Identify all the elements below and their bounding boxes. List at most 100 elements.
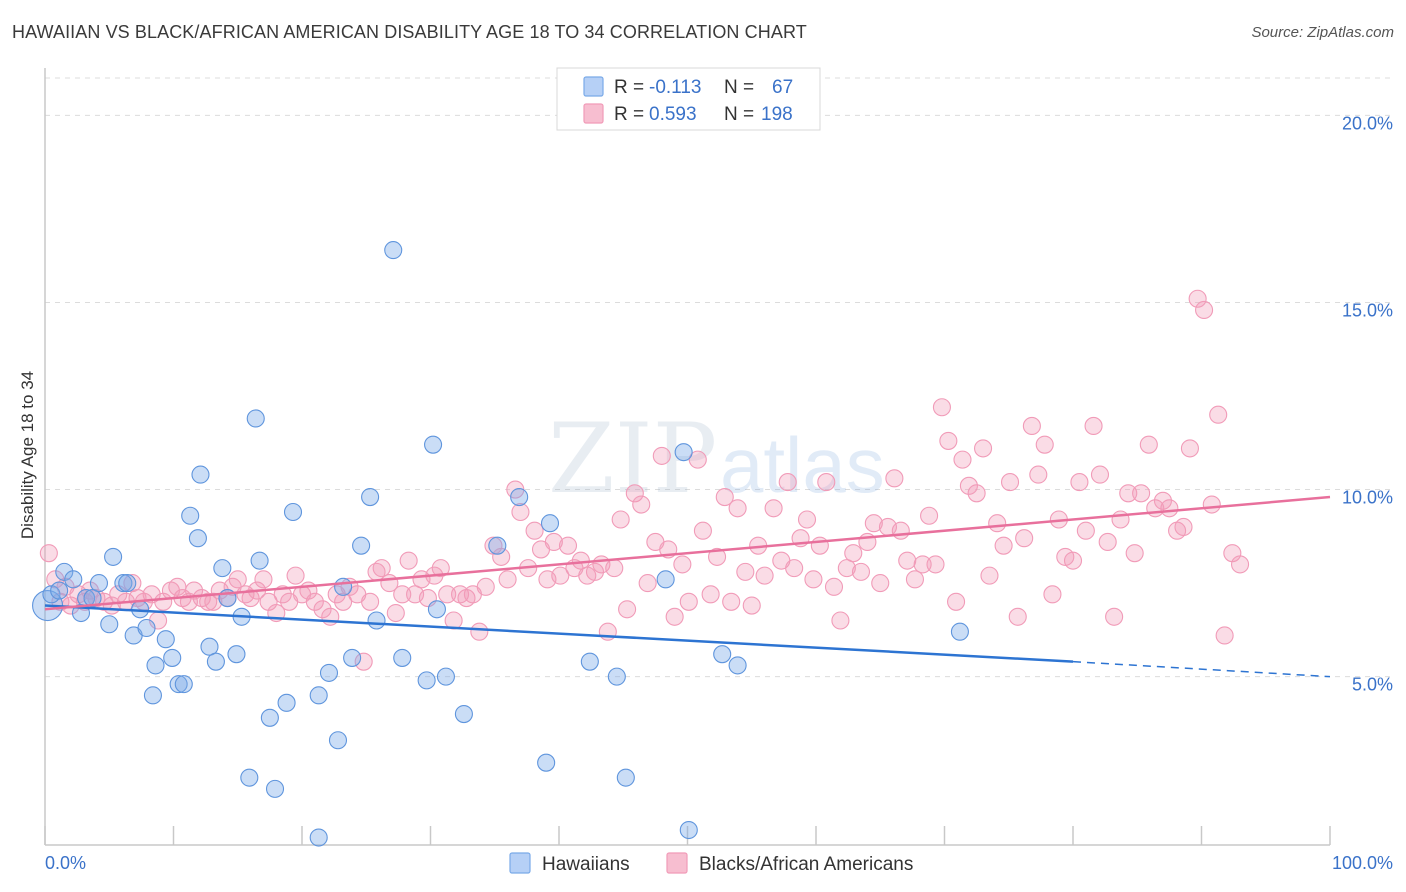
data-point-blacks — [973, 439, 993, 458]
series-hawaiians-points — [32, 241, 969, 847]
data-point-blacks — [1231, 555, 1250, 574]
watermark-atlas: atlas — [720, 421, 885, 509]
data-point-hawaiians — [104, 547, 123, 566]
data-point-blacks — [679, 592, 698, 611]
legend-n-label: N = — [724, 77, 754, 98]
data-point-blacks — [254, 570, 273, 589]
data-point-blacks — [1035, 435, 1054, 454]
legend-label-hawaiians: Hawaiians — [542, 854, 630, 875]
data-point-blacks — [544, 532, 563, 551]
data-point-blacks — [492, 547, 511, 566]
data-point-blacks — [1070, 473, 1089, 492]
data-point-hawaiians — [64, 570, 83, 589]
legend-swatch-hawaiians — [583, 76, 604, 97]
data-point-hawaiians — [118, 574, 137, 593]
data-point-blacks — [913, 555, 932, 574]
data-point-blacks — [525, 521, 544, 540]
data-point-hawaiians — [163, 648, 182, 667]
source-credit: Source: ZipAtlas.com — [1251, 24, 1394, 41]
legend-r-label: R = — [614, 77, 644, 98]
data-point-blacks — [736, 562, 755, 581]
data-point-hawaiians — [510, 487, 529, 507]
data-point-blacks — [313, 600, 332, 619]
data-point-blacks — [199, 592, 218, 611]
trend-line-blacks — [44, 495, 1331, 611]
data-point-blacks — [1022, 416, 1041, 436]
data-point-blacks — [764, 499, 783, 518]
data-point-blacks — [817, 473, 836, 492]
data-point-hawaiians — [89, 574, 109, 593]
data-point-blacks — [926, 555, 945, 574]
data-point-blacks — [885, 469, 904, 488]
data-point-blacks — [204, 592, 223, 611]
data-point-blacks — [920, 506, 939, 525]
legend-swatch-hawaiians — [509, 852, 531, 874]
data-point-hawaiians — [352, 536, 371, 555]
data-point-blacks — [585, 562, 605, 581]
data-point-blacks — [638, 574, 657, 593]
data-point-blacks — [1098, 532, 1117, 551]
data-point-blacks — [980, 566, 999, 585]
data-point-blacks — [652, 446, 671, 465]
trend-lines — [44, 495, 1331, 678]
data-point-hawaiians — [361, 487, 380, 507]
data-point-blacks — [693, 521, 712, 540]
data-point-blacks — [673, 555, 692, 574]
data-point-blacks — [898, 551, 917, 570]
legend-swatch-blacks — [666, 852, 688, 874]
data-point-blacks — [824, 577, 844, 596]
data-point-hawaiians — [427, 600, 446, 619]
data-point-blacks — [755, 566, 774, 585]
data-point-blacks — [46, 570, 65, 589]
y-tick-label: 5.0% — [1352, 675, 1393, 695]
data-point-blacks — [804, 570, 823, 589]
series-blacks-points — [39, 289, 1250, 671]
trend-line-hawaiians-dashed — [1072, 660, 1331, 678]
data-point-blacks — [228, 570, 247, 589]
data-point-blacks — [701, 585, 720, 604]
data-point-blacks — [39, 544, 58, 563]
data-point-blacks — [625, 484, 644, 503]
data-point-hawaiians — [424, 435, 443, 454]
data-point-blacks — [1029, 465, 1048, 484]
data-point-blacks — [939, 431, 958, 450]
watermark: ZIP atlas — [548, 403, 885, 515]
data-point-blacks — [354, 652, 373, 671]
data-point-blacks — [715, 487, 734, 507]
data-point-blacks — [722, 592, 741, 611]
data-point-blacks — [844, 544, 863, 563]
data-point-blacks — [1008, 607, 1027, 626]
legend-correlation: R = -0.113 N = 67 R = 0.593 N = 198 — [556, 67, 821, 131]
chart-title: HAWAIIAN VS BLACK/AFRICAN AMERICAN DISAB… — [12, 22, 807, 42]
data-point-blacks — [708, 547, 727, 566]
data-point-blacks — [1084, 416, 1103, 436]
trend-line-hawaiians — [44, 604, 1074, 663]
data-point-hawaiians — [713, 645, 732, 664]
data-point-blacks — [611, 510, 630, 529]
data-point-blacks — [959, 476, 978, 495]
data-point-blacks — [558, 536, 578, 555]
data-point-blacks — [438, 585, 457, 604]
data-point-blacks — [1105, 607, 1124, 626]
data-point-hawaiians — [265, 779, 285, 798]
data-point-blacks — [241, 589, 260, 608]
data-point-hawaiians — [436, 667, 455, 686]
data-point-hawaiians — [188, 529, 207, 548]
data-point-hawaiians — [309, 828, 328, 847]
data-point-hawaiians — [674, 443, 693, 462]
data-point-blacks — [837, 559, 856, 578]
data-point-blacks — [1076, 521, 1095, 540]
data-point-blacks — [1153, 491, 1172, 510]
data-point-blacks — [905, 570, 924, 589]
data-point-hawaiians — [334, 577, 353, 596]
data-point-hawaiians — [537, 753, 556, 772]
data-point-blacks — [797, 510, 817, 529]
data-point-blacks — [361, 592, 380, 611]
data-point-hawaiians — [656, 570, 675, 589]
data-point-blacks — [988, 514, 1007, 533]
legend-n-value: 67 — [772, 77, 793, 98]
data-point-hawaiians — [384, 241, 403, 260]
legend-n-label: N = — [724, 104, 754, 125]
data-point-blacks — [1174, 517, 1193, 537]
